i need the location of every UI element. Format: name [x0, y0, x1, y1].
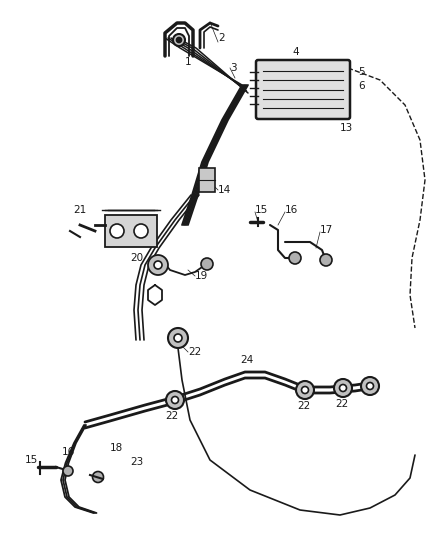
Text: 18: 18	[110, 443, 123, 453]
Text: 15: 15	[25, 455, 38, 465]
Text: 21: 21	[73, 205, 86, 215]
Text: 13: 13	[340, 123, 353, 133]
Circle shape	[320, 254, 332, 266]
Circle shape	[334, 379, 352, 397]
Text: 22: 22	[297, 401, 310, 411]
Text: 2: 2	[218, 33, 225, 43]
Circle shape	[177, 37, 181, 43]
Text: 17: 17	[320, 225, 333, 235]
Circle shape	[63, 466, 73, 476]
Circle shape	[148, 255, 168, 275]
Circle shape	[174, 334, 182, 342]
Circle shape	[339, 384, 346, 392]
Circle shape	[361, 377, 379, 395]
Text: 22: 22	[165, 411, 178, 421]
Circle shape	[154, 261, 162, 269]
FancyBboxPatch shape	[199, 168, 215, 192]
FancyBboxPatch shape	[256, 60, 350, 119]
Circle shape	[201, 258, 213, 270]
Bar	[105, 215, 157, 247]
Text: 20: 20	[130, 253, 143, 263]
Circle shape	[110, 224, 124, 238]
Text: 15: 15	[255, 205, 268, 215]
Circle shape	[134, 224, 148, 238]
Circle shape	[367, 383, 374, 390]
Text: 3: 3	[230, 63, 237, 73]
Text: 23: 23	[130, 457, 143, 467]
Circle shape	[301, 386, 308, 393]
Text: 14: 14	[218, 185, 231, 195]
Circle shape	[166, 391, 184, 409]
Circle shape	[168, 328, 188, 348]
Circle shape	[289, 252, 301, 264]
Text: 6: 6	[358, 81, 364, 91]
Circle shape	[296, 381, 314, 399]
Text: 16: 16	[285, 205, 298, 215]
Circle shape	[173, 34, 185, 46]
Text: 5: 5	[358, 67, 364, 77]
Text: 16: 16	[62, 447, 75, 457]
Text: 19: 19	[195, 271, 208, 281]
Text: 4: 4	[292, 47, 299, 57]
Circle shape	[172, 397, 179, 403]
Text: 24: 24	[240, 355, 253, 365]
Text: 1: 1	[185, 57, 192, 67]
Circle shape	[92, 472, 103, 482]
Text: 22: 22	[335, 399, 348, 409]
Text: 22: 22	[188, 347, 201, 357]
